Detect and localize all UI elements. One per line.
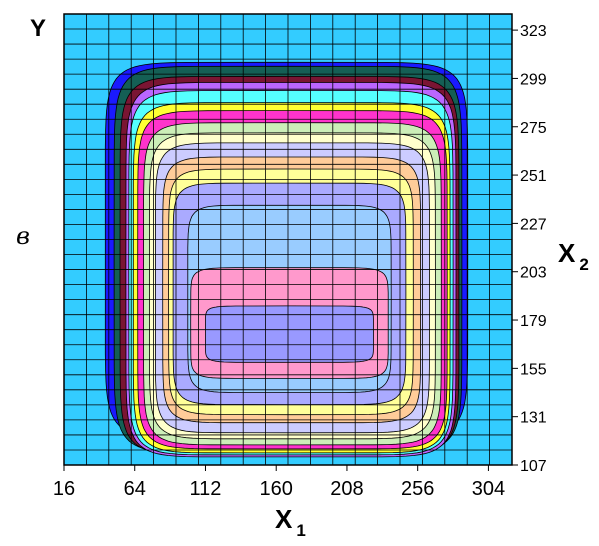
x-tick-label: 256 xyxy=(401,478,434,500)
x-tick-label: 64 xyxy=(124,478,146,500)
y-axis-ticks: 107 131 155 179 203 227 251 275 299 323 xyxy=(512,23,547,475)
x1-subscript: 1 xyxy=(296,521,305,540)
y-tick-label: 155 xyxy=(520,361,547,378)
y-tick-label: 227 xyxy=(520,216,547,233)
y-tick-label: 299 xyxy=(520,71,547,88)
contour-band-16 xyxy=(205,305,374,363)
y-tick-label: 323 xyxy=(520,23,547,40)
y-tick-label: 131 xyxy=(520,410,547,427)
plot-frame xyxy=(63,13,513,466)
x2-subscript: 2 xyxy=(579,255,588,274)
panel-label: в xyxy=(16,222,30,250)
y-tick-label: 275 xyxy=(520,120,547,137)
x-tick-label: 160 xyxy=(260,478,293,500)
y-tick-label: 203 xyxy=(520,265,547,282)
x-tick-label: 16 xyxy=(53,478,75,500)
x2-letter: X xyxy=(558,238,576,268)
x-tick-label: 112 xyxy=(190,478,222,500)
y-axis-letter: Y xyxy=(30,15,46,42)
grid-lines xyxy=(64,14,512,465)
y-tick-label: 251 xyxy=(520,168,547,185)
x-axis-ticks: 16 64 112 160 208 256 304 xyxy=(53,465,505,500)
y-tick-label: 107 xyxy=(520,458,547,475)
x-tick-label: 304 xyxy=(472,478,505,500)
x-tick-label: 208 xyxy=(330,478,363,500)
x1-letter: X xyxy=(275,504,293,534)
y-tick-label: 179 xyxy=(520,313,547,330)
